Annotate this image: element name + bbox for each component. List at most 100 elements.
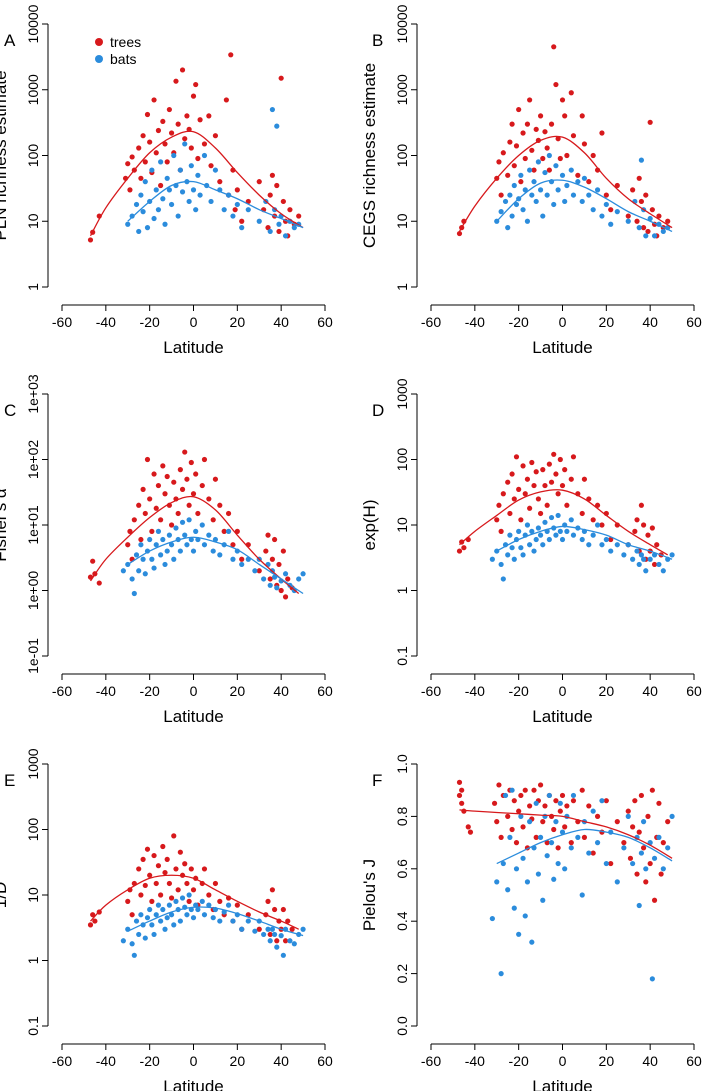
point-trees [513, 840, 520, 846]
point-bats [489, 556, 495, 562]
point-bats [186, 517, 192, 523]
y-tick-label: 100 [25, 818, 41, 842]
point-bats [513, 866, 520, 872]
point-trees [289, 926, 295, 932]
point-bats [516, 528, 522, 534]
point-trees [643, 879, 649, 885]
point-bats [524, 218, 531, 224]
point-bats [656, 834, 662, 840]
point-trees [166, 880, 172, 887]
point-trees [520, 824, 526, 830]
point-bats [274, 123, 280, 129]
point-bats [489, 915, 495, 922]
point-trees [206, 113, 212, 119]
point-bats [551, 876, 557, 882]
point-bats [568, 517, 574, 523]
trend-line-bats [496, 525, 673, 560]
point-bats [590, 808, 596, 814]
point-bats [599, 798, 605, 804]
point-bats [505, 225, 511, 231]
point-trees [90, 912, 96, 918]
point-bats [502, 198, 509, 205]
series-trees [456, 451, 664, 568]
point-trees [513, 143, 520, 149]
point-trees [171, 479, 177, 485]
point-trees [96, 580, 102, 586]
point-trees [223, 97, 229, 103]
point-trees [131, 517, 137, 523]
point-trees [151, 471, 157, 477]
point-bats [614, 879, 620, 885]
trend-line-trees [90, 874, 299, 930]
point-trees [555, 136, 561, 142]
point-bats [586, 542, 592, 548]
point-bats [162, 926, 168, 932]
point-bats [153, 542, 159, 548]
point-bats [138, 912, 144, 918]
point-trees [87, 922, 94, 928]
y-tick-label: 1.0 [394, 754, 410, 774]
point-trees [201, 866, 208, 872]
point-bats [553, 819, 559, 825]
y-axis-label: 1/D [0, 882, 10, 908]
point-bats [524, 522, 531, 528]
point-bats [186, 198, 192, 205]
point-bats [586, 850, 592, 856]
point-bats [603, 201, 609, 208]
point-trees [570, 133, 577, 139]
point-trees [542, 803, 548, 809]
point-bats [300, 571, 306, 577]
point-bats [621, 845, 627, 851]
point-trees [136, 145, 142, 151]
point-trees [125, 898, 131, 904]
point-bats [160, 196, 166, 202]
point-bats [511, 556, 517, 562]
x-tick-label: -20 [509, 1053, 529, 1069]
point-trees [586, 803, 592, 809]
point-trees [548, 479, 555, 485]
point-trees [630, 824, 636, 830]
point-bats [155, 902, 162, 908]
point-trees [548, 121, 555, 127]
point-trees [647, 119, 653, 125]
point-trees [557, 456, 563, 463]
point-bats [221, 207, 227, 213]
point-trees [590, 152, 596, 159]
point-bats [269, 106, 275, 113]
point-bats [225, 528, 232, 534]
y-tick-label: 100 [394, 448, 410, 472]
point-trees [590, 517, 596, 523]
point-trees [175, 510, 181, 517]
point-bats [562, 198, 568, 205]
point-bats [261, 576, 267, 582]
point-trees [182, 861, 188, 867]
point-bats [579, 536, 585, 543]
y-axis-label: PLN richness estimate [0, 70, 10, 240]
point-trees [531, 787, 537, 793]
point-bats [199, 522, 205, 528]
panel-letter-f: F [372, 771, 382, 790]
point-trees [645, 228, 651, 235]
point-bats [643, 568, 649, 574]
y-axis-label: Pielou's J [360, 859, 379, 931]
point-trees [160, 843, 166, 850]
point-trees [553, 471, 559, 477]
point-bats [557, 800, 563, 806]
point-trees [542, 482, 548, 489]
trend-line-trees [458, 135, 673, 232]
point-trees [608, 536, 614, 543]
point-bats [149, 556, 155, 562]
point-bats [540, 213, 546, 219]
point-trees [562, 113, 568, 119]
point-bats [520, 855, 526, 861]
point-bats [160, 906, 166, 913]
point-bats [544, 853, 550, 859]
point-trees [513, 454, 520, 460]
point-trees [575, 172, 581, 178]
point-trees [234, 187, 240, 193]
point-bats [199, 898, 205, 904]
point-trees [614, 819, 620, 825]
point-trees [92, 918, 98, 924]
